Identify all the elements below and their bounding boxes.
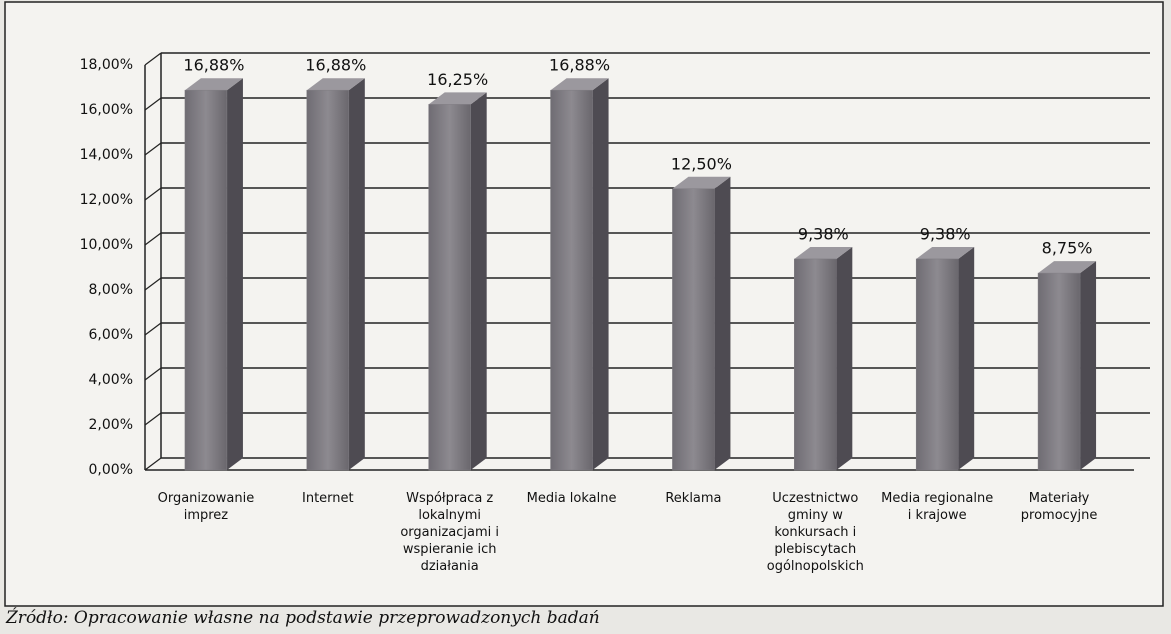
grid-side <box>144 277 162 291</box>
grid-side <box>144 322 162 336</box>
bar <box>428 104 471 471</box>
bar-side <box>714 176 731 470</box>
bar-top <box>916 246 975 259</box>
grid-side <box>144 412 162 426</box>
value-label: 9,38% <box>798 224 849 243</box>
bar <box>184 89 228 471</box>
y-tick-label: 4,00% <box>89 372 133 388</box>
bar <box>1037 272 1081 471</box>
value-label: 16,25% <box>427 70 488 89</box>
x-tick-label: Współpraca z lokalnymi organizacjami i w… <box>400 491 500 574</box>
source-note: Źródło: Opracowanie własne na podstawie … <box>6 608 600 628</box>
grid-side <box>144 142 162 156</box>
y-tick-label: 18,00% <box>80 57 133 73</box>
y-tick-label: 10,00% <box>80 237 133 253</box>
bar-side <box>226 78 243 470</box>
bar-side <box>836 246 853 470</box>
bar <box>915 258 959 471</box>
bar <box>550 89 593 471</box>
bar-top <box>184 78 243 91</box>
bar <box>794 258 837 471</box>
bar <box>672 188 715 471</box>
grid-side <box>144 457 162 471</box>
value-label: 16,88% <box>183 56 244 75</box>
x-tick-label: Uczestnictwo gminy w konkursach i plebis… <box>766 491 864 574</box>
grid-side <box>144 187 162 201</box>
y-tick-label: 14,00% <box>80 147 133 163</box>
x-tick-label: Media regionalne i krajowe <box>881 491 994 523</box>
y-tick-label: 16,00% <box>80 102 133 118</box>
y-tick-label: 0,00% <box>89 462 133 478</box>
value-label: 16,88% <box>305 56 366 75</box>
bar-top <box>1038 261 1097 274</box>
bar-side <box>470 92 487 470</box>
x-tick-label: Organizowanie imprez <box>157 491 255 523</box>
grid-side <box>144 97 162 111</box>
grid-side <box>144 232 162 246</box>
bar-top <box>794 246 853 259</box>
x-tick-label: Materiały promocyjne <box>1020 491 1098 523</box>
bar-side <box>958 246 975 470</box>
bar-side <box>592 78 609 470</box>
value-label: 9,38% <box>920 224 971 243</box>
bar-top <box>550 78 609 91</box>
value-label: 12,50% <box>671 154 732 173</box>
bar-top <box>306 78 365 91</box>
x-tick-label: Internet <box>302 491 354 506</box>
bar <box>306 89 350 471</box>
grid-side <box>144 52 162 66</box>
grid-side <box>144 367 162 381</box>
value-label: 8,75% <box>1042 239 1093 258</box>
bar-side <box>348 78 365 470</box>
value-label: 16,88% <box>549 56 610 75</box>
bar-top <box>428 92 487 105</box>
bar-side <box>1080 261 1097 470</box>
bar-top <box>672 176 731 189</box>
y-tick-label: 2,00% <box>89 417 133 433</box>
y-tick-label: 12,00% <box>80 192 133 208</box>
y-tick-label: 8,00% <box>89 282 133 298</box>
x-tick-label: Media lokalne <box>526 491 617 506</box>
y-tick-label: 6,00% <box>89 327 133 343</box>
x-tick-label: Reklama <box>665 491 722 506</box>
